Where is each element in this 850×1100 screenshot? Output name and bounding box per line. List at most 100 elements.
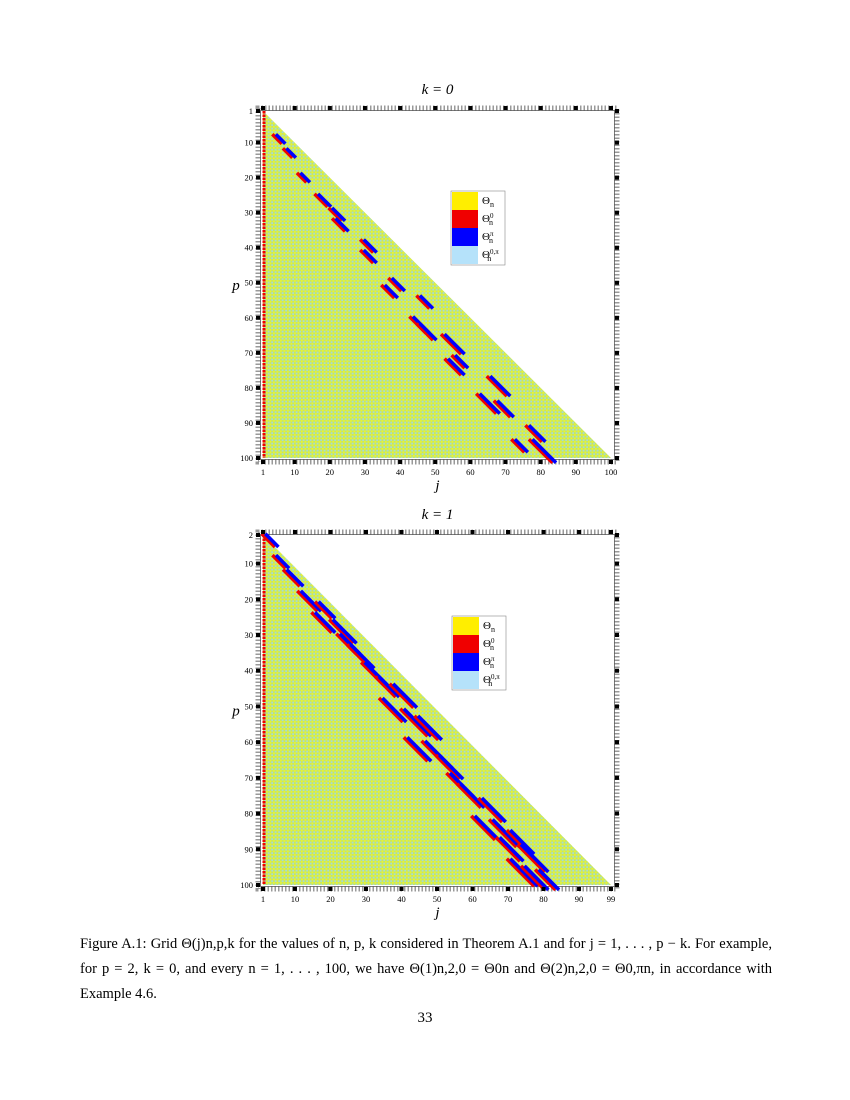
grid-triangle bbox=[263, 111, 611, 458]
legend-symbol: Θ bbox=[482, 249, 490, 261]
tick-mark bbox=[256, 561, 260, 566]
y-tick-label: 40 bbox=[245, 666, 254, 676]
stripe-blue bbox=[527, 423, 547, 443]
tick-mark bbox=[327, 460, 332, 464]
tick-mark bbox=[363, 887, 368, 891]
tick-mark bbox=[615, 775, 619, 780]
y-tick-label: 30 bbox=[245, 208, 254, 218]
y-tick-label: 30 bbox=[245, 630, 254, 640]
stripe-red bbox=[443, 357, 463, 377]
tick-mark bbox=[506, 887, 511, 891]
legend-label: Θ0,π n bbox=[483, 673, 500, 688]
legend-symbol: Θ bbox=[483, 620, 491, 632]
stripe-red bbox=[477, 796, 504, 824]
stripe-blue bbox=[299, 589, 323, 613]
tick-mark bbox=[399, 887, 404, 891]
stripe-blue bbox=[330, 206, 347, 223]
x-tick-label: 80 bbox=[539, 894, 548, 904]
stripe-red bbox=[415, 294, 431, 310]
legend-sub: n bbox=[488, 679, 492, 688]
tick-mark bbox=[506, 530, 511, 534]
tick-mark bbox=[615, 210, 619, 215]
stripe-red bbox=[455, 782, 483, 809]
legend-symbol: Θ bbox=[483, 674, 491, 686]
tick-mark bbox=[541, 887, 546, 891]
x-tick-label: 80 bbox=[536, 467, 545, 477]
x-tick-label: 60 bbox=[468, 894, 477, 904]
stripe-blue bbox=[377, 675, 401, 699]
stripe-blue bbox=[285, 568, 305, 588]
y-tick-label: 100 bbox=[240, 880, 253, 890]
stripe-red bbox=[415, 322, 435, 342]
tick-mark bbox=[256, 210, 260, 215]
tick-mark bbox=[256, 280, 260, 285]
stripe-red bbox=[487, 818, 518, 849]
legend-sub: n bbox=[491, 625, 495, 634]
page-number: 33 bbox=[417, 1010, 433, 1026]
x-tick-label: 30 bbox=[361, 467, 370, 477]
legend-swatch bbox=[452, 192, 478, 210]
tick-mark bbox=[292, 887, 297, 891]
tick-mark bbox=[256, 533, 260, 537]
stripe-blue bbox=[362, 238, 378, 254]
stripe-red bbox=[310, 611, 333, 634]
tick-mark bbox=[256, 245, 260, 250]
y-tick-label: 10 bbox=[245, 559, 254, 569]
tick-mark bbox=[256, 175, 260, 180]
legend-swatch bbox=[453, 653, 479, 671]
stripe-blue bbox=[391, 682, 419, 709]
legend-sub: n bbox=[490, 200, 494, 209]
y-tick-label: 40 bbox=[245, 243, 254, 253]
tick-mark bbox=[398, 106, 403, 110]
y-tick-label: 80 bbox=[245, 383, 254, 393]
stripe-blue bbox=[383, 283, 400, 300]
tick-mark bbox=[615, 811, 619, 816]
stripe-red bbox=[271, 133, 284, 146]
tick-mark bbox=[328, 530, 333, 534]
x-axis-label: j bbox=[433, 478, 439, 494]
tick-mark bbox=[615, 704, 619, 709]
legend-symbol: Θ bbox=[482, 213, 490, 225]
stripe-blue bbox=[274, 553, 291, 570]
tick-mark bbox=[615, 315, 619, 320]
legend-label: Θ0 n bbox=[482, 212, 494, 227]
tick-mark bbox=[435, 530, 439, 534]
stripe-blue bbox=[299, 171, 312, 184]
x-tick-label: 30 bbox=[362, 894, 371, 904]
tick-mark bbox=[292, 530, 297, 534]
x-tick-label: 90 bbox=[572, 467, 581, 477]
tick-mark bbox=[256, 704, 260, 709]
legend-sub: n bbox=[487, 254, 491, 263]
tick-mark bbox=[615, 883, 619, 887]
stripe-red bbox=[281, 568, 302, 588]
stripe-blue bbox=[381, 696, 408, 724]
tick-mark bbox=[256, 633, 260, 637]
grid-triangle bbox=[263, 535, 611, 885]
caption: Figure A.1: Grid Θ(j)n,p,k for the value… bbox=[80, 936, 772, 1002]
tick-mark bbox=[261, 887, 265, 891]
tick-mark bbox=[328, 887, 333, 891]
stripe-red bbox=[533, 868, 557, 892]
y-tick-label: 100 bbox=[240, 453, 253, 463]
tick-mark bbox=[256, 140, 260, 145]
stripe-red bbox=[516, 843, 547, 874]
stripe-blue bbox=[519, 843, 550, 874]
x-tick-label: 20 bbox=[326, 467, 335, 477]
stripe-blue bbox=[509, 828, 536, 856]
panel-title: k = 0 bbox=[422, 82, 454, 98]
y-tick-label: 70 bbox=[245, 348, 254, 358]
legend-label: Θπ n bbox=[482, 230, 494, 245]
stripe-red bbox=[387, 276, 403, 293]
tick-mark bbox=[256, 420, 260, 425]
legend-sup: 0,π bbox=[491, 673, 500, 681]
tick-mark bbox=[615, 350, 619, 355]
x-axis-label: j bbox=[433, 905, 439, 921]
x-tick-label: 10 bbox=[291, 894, 300, 904]
tick-mark bbox=[261, 106, 265, 110]
stripe-blue bbox=[390, 276, 407, 293]
legend-label: Θ0 n bbox=[483, 637, 495, 652]
tick-mark bbox=[615, 456, 619, 460]
x-tick-label: 90 bbox=[575, 894, 584, 904]
stripe-red bbox=[485, 374, 509, 398]
stripe-blue bbox=[274, 133, 287, 146]
